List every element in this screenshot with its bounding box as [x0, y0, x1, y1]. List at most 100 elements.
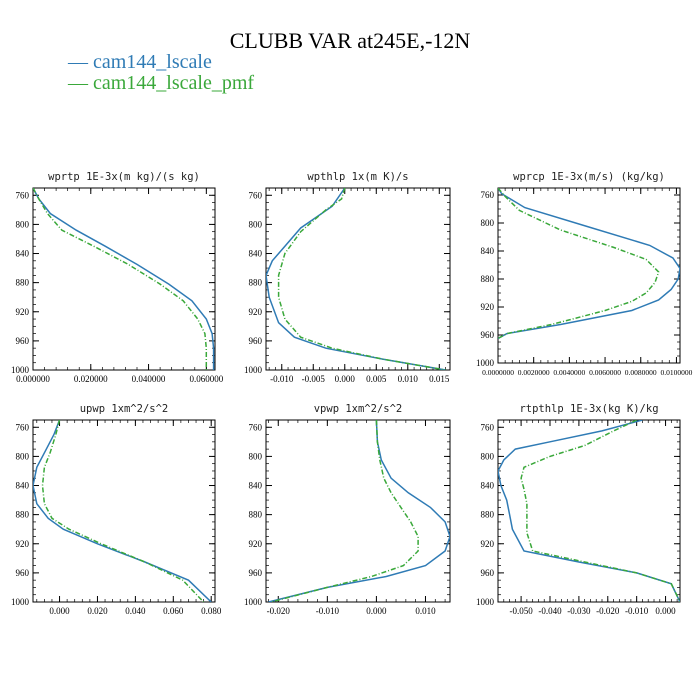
x-tick-label: 0.0040000	[553, 368, 585, 377]
y-tick-label: 800	[249, 451, 263, 461]
panel-3: wprcp 1E-3x(m/s) (kg/kg) 760 800 840 880 920 9…	[476, 171, 693, 377]
y-tick-label: 880	[249, 510, 263, 520]
x-tick-label: 0.020	[87, 606, 108, 616]
y-tick-label: 880	[16, 278, 30, 288]
series-line-lscale	[498, 420, 680, 602]
y-tick-label: 880	[16, 510, 30, 520]
panel-title: wpthlp 1x(m K)/s	[307, 171, 408, 183]
x-tick-label: 0.000	[49, 606, 70, 616]
y-tick-label: 960	[16, 568, 30, 578]
series-line-lscale-pmf	[498, 188, 660, 340]
x-tick-label: -0.010	[625, 606, 649, 616]
x-tick-label: 0.080	[201, 606, 222, 616]
panel-title: upwp 1xm^2/s^2	[80, 403, 169, 415]
y-tick-label: 880	[481, 274, 495, 284]
y-tick-label: 800	[16, 451, 30, 461]
y-tick-label: 800	[16, 219, 30, 229]
panel-1: wprtp 1E-3x(m kg)/(s kg) 760 800 840 880 920 9…	[11, 171, 224, 384]
x-tick-label: -0.020	[267, 606, 291, 616]
y-tick-label: 920	[16, 539, 30, 549]
y-tick-label: 760	[16, 190, 30, 200]
x-tick-label: 0.060000	[189, 374, 223, 384]
x-tick-label: 0.010	[398, 374, 419, 384]
plot-frame	[497, 419, 681, 603]
plot-frame	[32, 419, 216, 603]
series-line-lscale	[33, 188, 215, 370]
panel-title: rtpthlp 1E-3x(kg K)/kg	[519, 403, 658, 415]
panel-title: wprtp 1E-3x(m kg)/(s kg)	[48, 171, 200, 183]
y-tick-label: 840	[481, 246, 495, 256]
x-tick-label: 0.040000	[132, 374, 166, 384]
y-tick-label: 840	[249, 249, 263, 259]
x-tick-label: 0.010	[415, 606, 436, 616]
y-tick-label: 920	[16, 307, 30, 317]
x-tick-label: -0.030	[567, 606, 591, 616]
y-tick-label: 960	[481, 330, 495, 340]
x-tick-label: 0.000000	[16, 374, 50, 384]
panel-title: wprcp 1E-3x(m/s) (kg/kg)	[513, 171, 665, 183]
x-tick-label: 0.0060000	[589, 368, 621, 377]
y-tick-label: 1000	[476, 358, 495, 368]
x-tick-label: 0.0000000	[482, 368, 514, 377]
y-tick-label: 840	[16, 249, 30, 259]
panel-2: wpthlp 1x(m K)/s 760 800 840 880 920 960 1000 -0…	[244, 171, 451, 384]
y-tick-label: 1000	[476, 597, 495, 607]
x-tick-label: 0.0080000	[625, 368, 657, 377]
x-tick-label: 0.005	[366, 374, 387, 384]
y-tick-label: 960	[481, 568, 495, 578]
y-tick-label: 880	[249, 278, 263, 288]
y-tick-label: 800	[481, 451, 495, 461]
y-tick-label: 960	[249, 336, 263, 346]
y-tick-label: 840	[249, 481, 263, 491]
y-tick-label: 960	[249, 568, 263, 578]
y-tick-label: 760	[481, 422, 495, 432]
x-tick-label: 0.000	[655, 606, 676, 616]
x-tick-label: -0.005	[302, 374, 326, 384]
y-tick-label: 880	[481, 510, 495, 520]
y-tick-label: 760	[249, 422, 263, 432]
panel-5: vpwp 1xm^2/s^2 760 800 840 880 920 960 1000 -0.0…	[244, 403, 451, 616]
y-tick-label: 800	[481, 218, 495, 228]
x-tick-label: -0.010	[270, 374, 294, 384]
y-tick-label: 760	[16, 422, 30, 432]
series-line-lscale	[266, 188, 446, 370]
y-tick-label: 840	[481, 481, 495, 491]
panel-title: vpwp 1xm^2/s^2	[314, 403, 403, 415]
y-tick-label: 920	[481, 302, 495, 312]
series-line-lscale-pmf	[277, 188, 446, 370]
x-tick-label: 0.020000	[74, 374, 108, 384]
y-tick-label: 920	[249, 539, 263, 549]
y-tick-label: 1000	[11, 365, 30, 375]
x-tick-label: -0.040	[538, 606, 562, 616]
series-line-lscale-pmf	[41, 420, 205, 602]
legend-entry-lscale-pmf: — cam144_lscale_pmf	[68, 72, 255, 94]
x-tick-label: 0.015	[429, 374, 450, 384]
y-tick-label: 800	[249, 219, 263, 229]
y-tick-label: 760	[481, 190, 495, 200]
y-tick-label: 1000	[244, 365, 263, 375]
y-tick-label: 960	[16, 336, 30, 346]
y-tick-label: 760	[249, 190, 263, 200]
x-tick-label: 0.000	[366, 606, 387, 616]
y-tick-label: 920	[481, 539, 495, 549]
plot-frame	[32, 187, 216, 371]
series-line-lscale	[268, 420, 450, 602]
y-tick-label: 840	[16, 481, 30, 491]
panel-4: upwp 1xm^2/s^2 760 800 840 880 920 960 1000 0.00…	[11, 403, 222, 616]
x-tick-label: 0.0100000	[660, 368, 692, 377]
y-tick-label: 1000	[244, 597, 263, 607]
series-line-lscale	[33, 420, 212, 602]
y-tick-label: 1000	[11, 597, 30, 607]
plot-frame	[265, 419, 451, 603]
x-tick-label: -0.050	[509, 606, 533, 616]
panel-6: rtpthlp 1E-3x(kg K)/kg 760 800 840 880 920 960…	[476, 403, 681, 616]
series-line-lscale-pmf	[520, 420, 680, 602]
x-tick-label: 0.0020000	[518, 368, 550, 377]
plot-frame	[265, 187, 451, 371]
legend-entry-lscale: — cam144_lscale	[68, 51, 212, 73]
y-tick-label: 920	[249, 307, 263, 317]
x-tick-label: -0.010	[316, 606, 340, 616]
x-tick-label: 0.000	[335, 374, 356, 384]
series-line-lscale	[498, 188, 680, 340]
